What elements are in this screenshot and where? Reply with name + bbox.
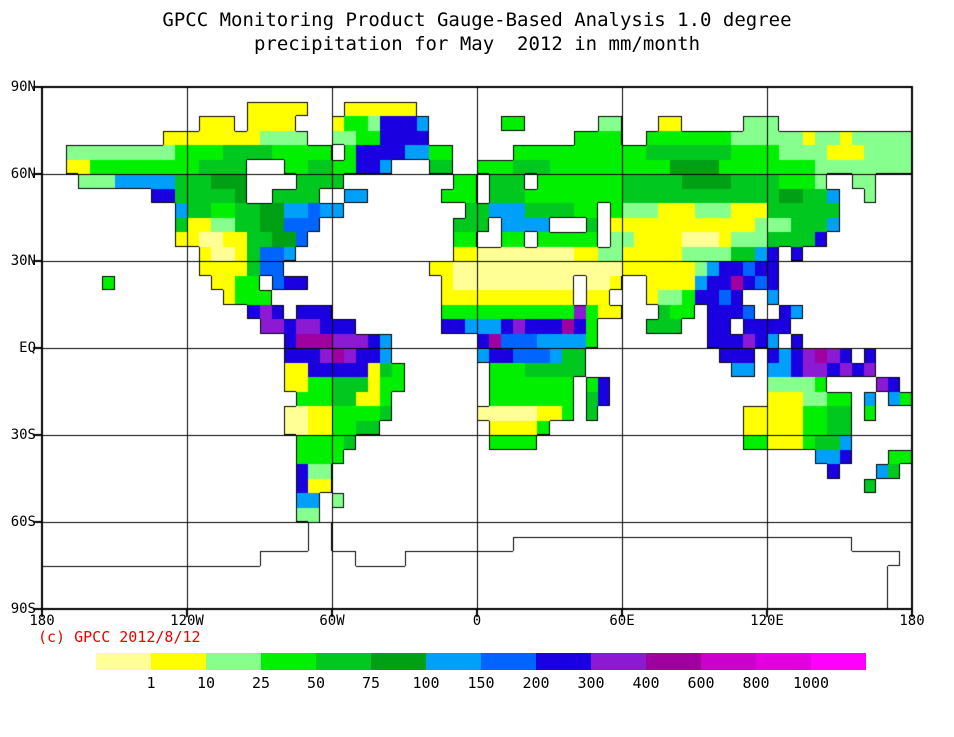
lon-tick-label: 120E	[750, 613, 784, 629]
lat-tick-label: 30S	[10, 427, 36, 443]
lon-tick-label: 180	[29, 613, 55, 629]
lon-tick-label: 120W	[170, 613, 204, 629]
lon-tick-label: 60W	[319, 613, 345, 629]
legend-value-label: 1000	[792, 674, 830, 692]
chart-title-line-1: GPCC Monitoring Product Gauge-Based Anal…	[162, 9, 792, 31]
lon-tick-label: 0	[472, 613, 482, 629]
legend-value-label: 10	[196, 674, 216, 692]
lat-tick-label: 90N	[10, 79, 36, 95]
lon-tick-label: 60E	[609, 613, 635, 629]
legend-swatch	[371, 653, 426, 670]
lat-tick-label: 90S	[10, 601, 36, 617]
legend-value-label: 75	[361, 674, 381, 692]
legend-swatch	[316, 653, 371, 670]
legend-value-label: 600	[687, 674, 715, 692]
legend-swatch	[96, 653, 151, 670]
legend-value-label: 100	[412, 674, 440, 692]
legend-value-label: 400	[632, 674, 660, 692]
legend-swatch	[206, 653, 261, 670]
legend-value-label: 25	[251, 674, 271, 692]
lat-tick-label: 60N	[10, 166, 36, 182]
legend-color-bar	[96, 653, 866, 670]
lat-tick-label: 60S	[10, 514, 36, 530]
legend-swatch	[481, 653, 536, 670]
legend-value-label: 150	[467, 674, 495, 692]
legend-value-label: 50	[306, 674, 326, 692]
legend-swatch	[591, 653, 646, 670]
legend-value-label: 200	[522, 674, 550, 692]
copyright-text: (c) GPCC 2012/8/12	[38, 628, 201, 646]
legend-swatch	[646, 653, 701, 670]
legend-swatch	[756, 653, 811, 670]
legend-swatch	[811, 653, 866, 670]
legend-swatch	[151, 653, 206, 670]
legend-swatch	[261, 653, 316, 670]
lat-tick-label: 30N	[10, 253, 36, 269]
lon-tick-label: 180	[899, 613, 925, 629]
legend-swatch	[536, 653, 591, 670]
legend-value-label: 300	[577, 674, 605, 692]
legend-swatch	[426, 653, 481, 670]
legend-value-label: 800	[742, 674, 770, 692]
legend-swatch	[701, 653, 756, 670]
lat-tick-label: EQ	[19, 340, 36, 356]
legend-value-label: 1	[146, 674, 156, 692]
chart-title-line-2: precipitation for May 2012 in mm/month	[253, 33, 701, 55]
